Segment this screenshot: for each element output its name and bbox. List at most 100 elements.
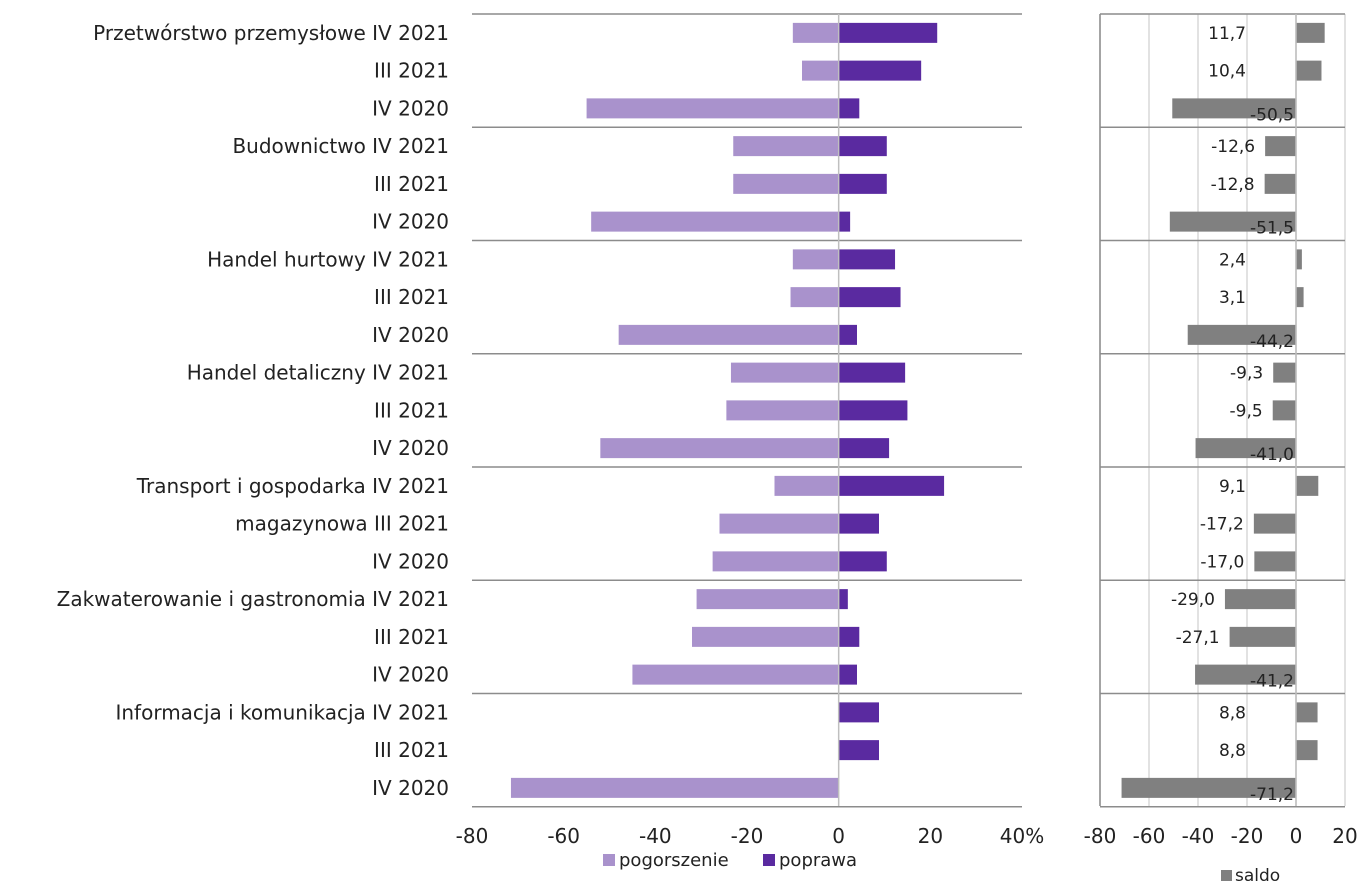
legend-swatch-pogorszenie [603, 854, 615, 866]
bar-poprawa [838, 589, 848, 610]
side-x-tick-label: 20 [1332, 824, 1357, 848]
data-label-saldo: -41,0 [1250, 445, 1294, 465]
bar-saldo [1195, 438, 1296, 459]
data-label-saldo: 8,8 [1219, 741, 1246, 761]
side-x-tick-label: -60 [1133, 824, 1166, 848]
x-tick-label: 0 [832, 824, 845, 848]
bar-saldo [1229, 626, 1296, 647]
data-label-saldo: -17,2 [1200, 515, 1244, 535]
row-label: Zakwaterowanie i gastronomia IV 2021 [57, 587, 449, 611]
bar-pogorszenie [696, 589, 839, 610]
bar-poprawa [838, 287, 901, 308]
row-label: Transport i gospodarka IV 2021 [136, 474, 449, 498]
row-label: IV 2020 [372, 663, 449, 687]
data-label-saldo: -9,5 [1230, 401, 1263, 421]
row-label: III 2021 [374, 738, 449, 762]
bar-pogorszenie [792, 249, 839, 270]
bar-poprawa [838, 173, 887, 194]
bar-pogorszenie [600, 438, 839, 459]
row-label: Handel detaliczny IV 2021 [187, 361, 449, 385]
bar-saldo [1195, 664, 1296, 685]
bar-saldo [1187, 324, 1296, 345]
bar-pogorszenie [719, 513, 839, 534]
bar-poprawa [838, 664, 857, 685]
bar-pogorszenie [730, 362, 839, 383]
bar-saldo [1273, 362, 1296, 383]
bar-pogorszenie [618, 324, 839, 345]
bar-poprawa [838, 626, 860, 647]
bar-pogorszenie [733, 136, 839, 157]
x-tick-label: -40 [639, 824, 672, 848]
legend-label-pogorszenie: pogorszenie [619, 850, 729, 871]
bar-saldo [1296, 740, 1318, 761]
row-label: Budownictwo IV 2021 [232, 134, 449, 158]
bar-saldo [1296, 249, 1302, 270]
legend-label-poprawa: poprawa [779, 850, 857, 871]
data-label-saldo: -29,0 [1171, 590, 1215, 610]
bar-poprawa [838, 136, 887, 157]
row-label: IV 2020 [372, 96, 449, 120]
bar-pogorszenie [792, 22, 839, 43]
bar-pogorszenie [632, 664, 839, 685]
data-label-saldo: -12,8 [1211, 175, 1255, 195]
bar-poprawa [838, 740, 879, 761]
bar-saldo [1265, 136, 1296, 157]
data-label-saldo: -12,6 [1211, 137, 1255, 157]
row-label: IV 2020 [372, 210, 449, 234]
bar-saldo [1224, 589, 1296, 610]
bar-saldo [1253, 513, 1296, 534]
row-label: IV 2020 [372, 549, 449, 573]
data-label-saldo: -50,5 [1250, 105, 1294, 125]
data-label-saldo: 10,4 [1208, 62, 1246, 82]
bar-poprawa [838, 60, 922, 81]
bar-poprawa [838, 438, 890, 459]
bar-poprawa [838, 324, 857, 345]
row-label: III 2021 [374, 285, 449, 309]
bar-saldo [1254, 551, 1296, 572]
data-label-saldo: 11,7 [1208, 24, 1246, 44]
side-x-tick-label: -40 [1182, 824, 1215, 848]
data-label-saldo: -71,2 [1250, 785, 1294, 805]
legend-swatch-poprawa [763, 854, 775, 866]
row-label: III 2021 [374, 59, 449, 83]
bar-saldo [1296, 475, 1319, 496]
bar-saldo [1296, 22, 1325, 43]
bar-pogorszenie [802, 60, 839, 81]
data-label-saldo: -44,2 [1250, 332, 1294, 352]
data-label-saldo: -51,5 [1250, 219, 1294, 239]
row-label: IV 2020 [372, 323, 449, 347]
row-label: III 2021 [374, 398, 449, 422]
x-tick-label: 20 [918, 824, 943, 848]
bar-poprawa [838, 551, 887, 572]
x-tick-label: -80 [456, 824, 489, 848]
bar-pogorszenie [726, 400, 839, 421]
bar-poprawa [838, 249, 896, 270]
bar-pogorszenie [510, 777, 839, 798]
side-x-tick-label: -80 [1084, 824, 1117, 848]
bar-pogorszenie [692, 626, 839, 647]
bar-poprawa [838, 400, 908, 421]
bar-saldo [1296, 287, 1304, 308]
bar-poprawa [838, 22, 938, 43]
legend-label-saldo: saldo [1235, 866, 1280, 881]
bar-saldo [1264, 173, 1296, 194]
row-label: Informacja i komunikacja IV 2021 [115, 700, 449, 724]
data-label-saldo: -9,3 [1230, 364, 1263, 384]
data-label-saldo: -27,1 [1176, 628, 1220, 648]
side-x-tick-label: -20 [1231, 824, 1264, 848]
row-label: Przetwórstwo przemysłowe IV 2021 [93, 21, 449, 45]
bar-saldo [1272, 400, 1296, 421]
side-x-tick-label: 0 [1290, 824, 1303, 848]
data-label-saldo: 2,4 [1219, 250, 1246, 270]
bar-pogorszenie [712, 551, 839, 572]
bar-saldo [1296, 60, 1322, 81]
bar-poprawa [838, 513, 879, 534]
bar-saldo [1169, 211, 1296, 232]
row-label: III 2021 [374, 625, 449, 649]
bar-pogorszenie [591, 211, 839, 232]
x-tick-label: -20 [731, 824, 764, 848]
bar-saldo [1172, 98, 1296, 119]
row-label: magazynowa III 2021 [235, 512, 449, 536]
